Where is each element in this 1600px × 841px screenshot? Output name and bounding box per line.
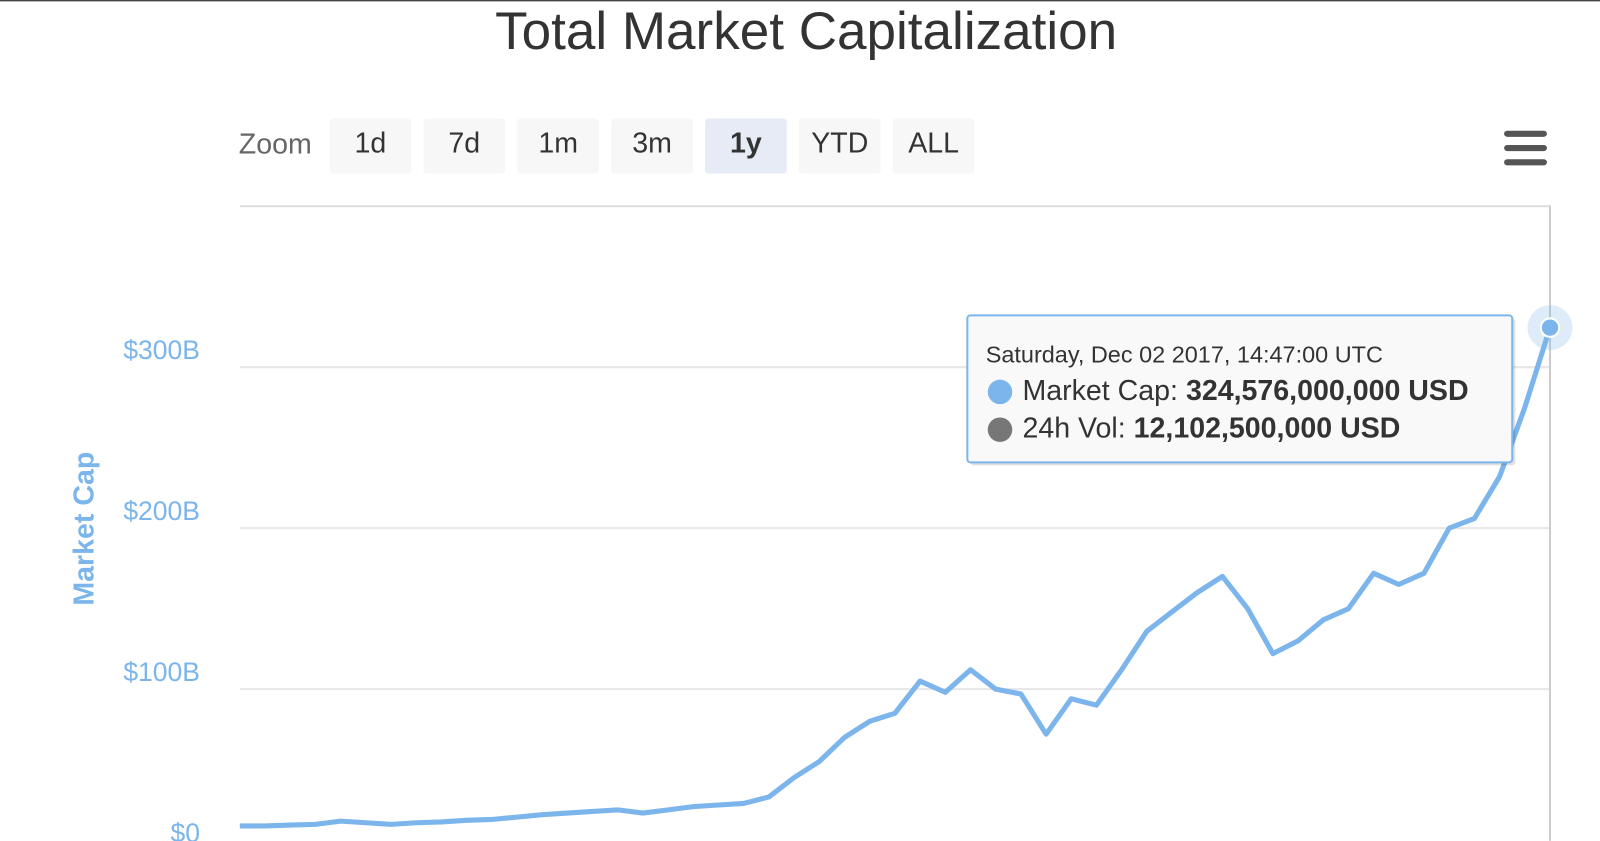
- series-line: [239, 326, 1553, 829]
- zoom-button-label: ALL: [908, 128, 959, 160]
- menu-bar: [1504, 144, 1547, 152]
- zoom-button-bg: [517, 118, 599, 174]
- zoom-button[interactable]: ALL: [892, 118, 975, 174]
- menu-icon[interactable]: [1504, 130, 1547, 166]
- zoom-button[interactable]: 1y: [705, 118, 787, 174]
- tooltip-row-label: 24h Vol:: [1022, 412, 1125, 444]
- menu-bar: [1504, 130, 1547, 137]
- tooltip-dot: [987, 379, 1013, 405]
- zoom-button-label: YTD: [811, 128, 868, 160]
- zoom-button-label: 3m: [632, 128, 672, 160]
- tooltip-box: [966, 314, 1514, 464]
- zoom-button-label: 1d: [355, 128, 387, 160]
- zoom-button-bg: [892, 118, 975, 174]
- y-tick-label: $300B: [123, 335, 200, 365]
- y-axis-label: Market Cap: [68, 452, 100, 606]
- zoom-button-bg: [705, 118, 787, 174]
- tooltip-date: Saturday, Dec 02 2017, 14:47:00 UTC: [986, 341, 1383, 367]
- zoom-button[interactable]: 1m: [517, 118, 599, 174]
- zoom-button[interactable]: 7d: [423, 118, 506, 174]
- zoom-button-bg: [611, 118, 693, 174]
- tooltip: Saturday, Dec 02 2017, 14:47:00 UTC Marke…: [966, 314, 1516, 466]
- zoom-button[interactable]: 3m: [611, 118, 693, 174]
- menu-bar: [1504, 159, 1547, 166]
- zoom-button[interactable]: 1d: [329, 118, 412, 174]
- zoom-button-label: 1m: [538, 128, 578, 160]
- y-tick-label: $0: [171, 818, 201, 841]
- tooltip-row: Market Cap: 324,576,000,000 USD: [1022, 374, 1468, 406]
- zoom-button-label: 1y: [730, 128, 762, 160]
- tooltip-row: 24h Vol: 12,102,500,000 USD: [1022, 412, 1400, 444]
- y-tick-label: $100B: [123, 657, 200, 687]
- chart-title: Total Market Capitalization: [495, 2, 1117, 61]
- tooltip-dot: [987, 417, 1013, 442]
- zoom-button-bg: [329, 118, 412, 174]
- zoom-label: Zoom: [239, 129, 312, 161]
- tooltip-row-value: 12,102,500,000 USD: [1134, 412, 1401, 444]
- zoom-button[interactable]: YTD: [798, 118, 881, 174]
- zoom-button-bg: [423, 118, 506, 174]
- zoom-button-label: 7d: [448, 128, 480, 160]
- y-tick-label: $200B: [123, 496, 200, 526]
- zoom-button-bg: [798, 118, 881, 174]
- tooltip-row-label: Market Cap:: [1022, 374, 1178, 406]
- tooltip-row-value: 324,576,000,000 USD: [1186, 374, 1469, 406]
- hover-point: [1539, 317, 1561, 338]
